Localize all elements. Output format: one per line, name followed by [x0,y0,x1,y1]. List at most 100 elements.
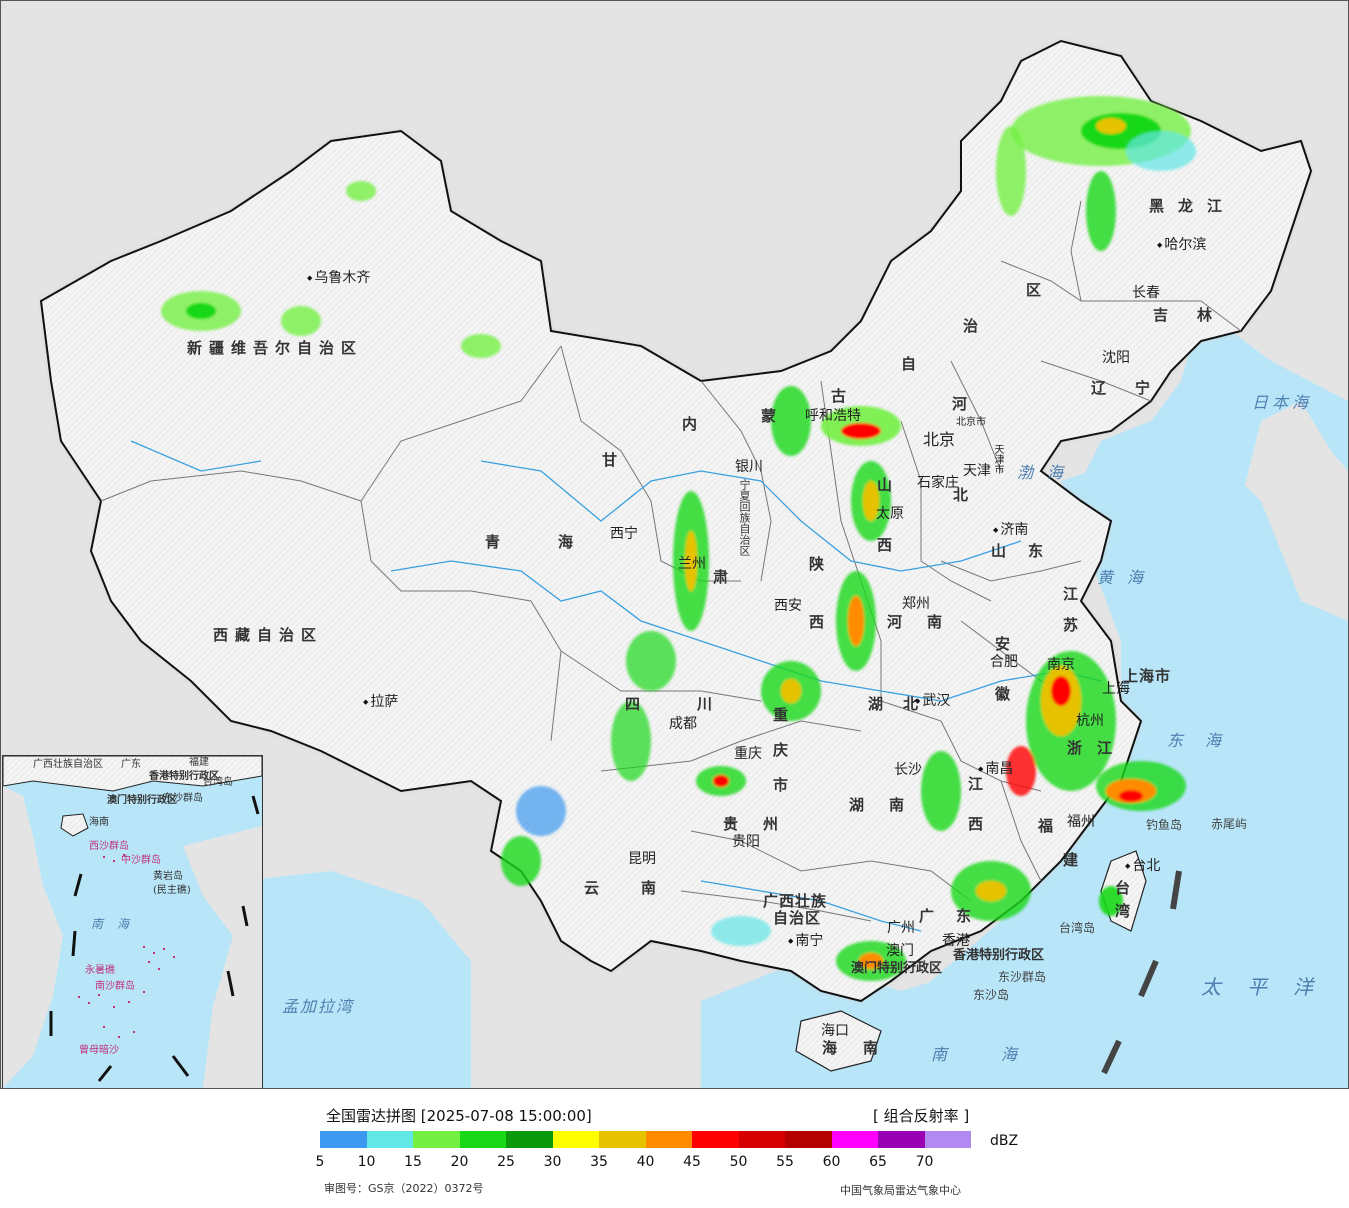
city-guiyang[interactable]: 贵阳 [732,834,760,850]
south-china-sea-inset[interactable]: 广西壮族自治区 广东 福建 台湾岛 香港特别行政区 澳门特别行政区 东沙群岛 海… [2,755,263,1088]
region-jiangxi-1: 江 [968,775,991,793]
city-tianjin[interactable]: 天津 [963,463,991,479]
region-hainan-2: 南 [863,1039,886,1057]
hainan-island [795,1010,882,1072]
region-fujian-1: 福 [1038,817,1061,835]
region-jiangxi-2: 西 [968,815,991,833]
region-guangxi-1: 广西壮族 [763,892,828,910]
legend-tick-label: 10 [357,1154,376,1170]
city-yinchuan[interactable]: 银川 [735,459,763,475]
inset-huangyan-alt: (民主礁) [153,885,191,896]
island-dongsha-islands: 东沙群岛 [998,970,1047,984]
city-shijiazhuang[interactable]: 石家庄 [917,475,959,491]
region-fujian-2: 建 [1063,851,1086,869]
legend-tick-label: 70 [915,1154,934,1170]
region-anhui-1: 安 [995,635,1018,653]
region-shanghai: 上海市 [1123,667,1172,685]
city-beijing-municipality[interactable]: 北京市 [956,417,986,428]
city-beijing[interactable]: 北京 [923,430,956,449]
region-shandong-2: 东 [1028,542,1051,560]
city-chengdu[interactable]: 成都 [669,716,697,732]
legend-swatch [320,1131,367,1148]
sea-pacific: 太平洋 [1201,975,1339,999]
city-hohhot[interactable]: 呼和浩特 [805,408,861,424]
inset-zengmu: 曾母暗沙 [79,1045,119,1056]
city-wuhan[interactable]: 武汉 [915,694,950,708]
inset-hainan: 海南 [89,817,109,828]
city-fuzhou[interactable]: 福州 [1067,814,1095,830]
legend-swatch [506,1131,553,1148]
city-tianjin-municipality[interactable]: 天津市 [992,444,1003,474]
region-yunnan-2: 南 [641,879,664,897]
city-xining[interactable]: 西宁 [610,526,638,542]
city-harbin[interactable]: 哈尔滨 [1157,238,1206,252]
city-nanning[interactable]: 南宁 [788,934,823,948]
sea-yellow: 黄海 [1097,568,1158,587]
city-nanjing[interactable]: 南京 [1047,657,1075,673]
city-jinan[interactable]: 济南 [993,523,1028,537]
region-gansu-2: 肃 [713,568,736,586]
city-guangzhou[interactable]: 广州 [887,920,915,936]
legend-swatch [645,1131,692,1148]
inset-nansha: 南沙群岛 [95,981,135,992]
city-lanzhou[interactable]: 兰州 [678,556,706,572]
region-shaanxi-1: 陕 [809,555,832,573]
inset-dongsha: 东沙群岛 [163,793,203,804]
region-zhejiang-1: 浙 [1067,739,1090,757]
legend-tick-label: 55 [776,1154,794,1170]
region-hongkong: 香港特别行政区 [953,948,1045,963]
region-jiangsu-1: 江 [1063,585,1086,603]
city-changsha[interactable]: 长沙 [894,762,922,778]
city-zhengzhou[interactable]: 郑州 [902,596,930,612]
legend-title: 全国雷达拼图 [2025-07-08 15:00:00] [326,1107,592,1125]
rivers [130,440,1102,932]
inset-xisha: 西沙群岛 [89,841,129,852]
island-dongsha: 东沙岛 [973,988,1010,1002]
city-hefei[interactable]: 合肥 [990,654,1018,670]
legend-unit: dBZ [990,1133,1019,1149]
legend-tick-label: 20 [450,1154,469,1170]
legend-tick-label: 65 [869,1154,887,1170]
inset-taiwan: 台湾岛 [203,777,233,788]
region-heilongjiang: 黑龙江 [1149,197,1237,215]
province-borders [100,200,1242,922]
region-taiwan-2: 湾 [1115,902,1138,920]
radar-map[interactable]: 新疆维吾尔自治区 西藏自治区 青 海 四 川 云 南 贵 州 广西壮族 自治区 … [0,0,1349,1089]
region-hunan-1: 湖 [849,796,872,814]
legend-tick-label: 50 [729,1154,748,1170]
island-taiwan: 台湾岛 [1059,921,1096,935]
region-qinghai-2: 海 [558,533,581,551]
city-lhasa[interactable]: 拉萨 [363,695,398,709]
island-diaoyu: 钓鱼岛 [1146,818,1183,832]
city-kunming[interactable]: 昆明 [628,851,656,867]
region-hubei-1: 湖 [868,695,891,713]
region-yunnan-1: 云 [584,879,607,897]
inset-yongshu: 永暑礁 [85,965,115,976]
region-neimenggu-6: 区 [1026,281,1049,299]
inset-canvas [3,756,262,1088]
city-taipei[interactable]: 台北 [1125,859,1160,873]
city-haikou[interactable]: 海口 [821,1023,849,1039]
region-hebei-2: 北 [953,486,976,504]
nine-dash-line [1101,870,1182,1075]
legend-swatch [459,1131,506,1148]
region-anhui-2: 徽 [995,685,1018,703]
city-shanghai[interactable]: 上海 [1102,681,1130,697]
city-macau[interactable]: 澳门 [886,943,914,959]
region-liaoning-2: 宁 [1135,379,1158,397]
city-nanchang[interactable]: 南昌 [978,762,1013,776]
inset-guangdong: 广东 [121,759,141,770]
city-chongqing[interactable]: 重庆 [734,746,762,762]
region-qinghai-1: 青 [485,533,508,551]
region-gansu-1: 甘 [602,451,625,469]
region-chongqing: 重庆市 [771,707,789,812]
city-urumqi[interactable]: 乌鲁木齐 [307,271,370,285]
city-hangzhou[interactable]: 杭州 [1076,713,1104,729]
city-changchun[interactable]: 长春 [1132,285,1160,301]
region-jiangsu-2: 苏 [1063,616,1086,634]
city-xian[interactable]: 西安 [774,598,802,614]
city-taiyuan[interactable]: 太原 [876,506,904,522]
region-xizang: 西藏自治区 [213,626,324,644]
city-shenyang[interactable]: 沈阳 [1102,350,1130,366]
city-hongkong[interactable]: 香港 [942,933,970,949]
